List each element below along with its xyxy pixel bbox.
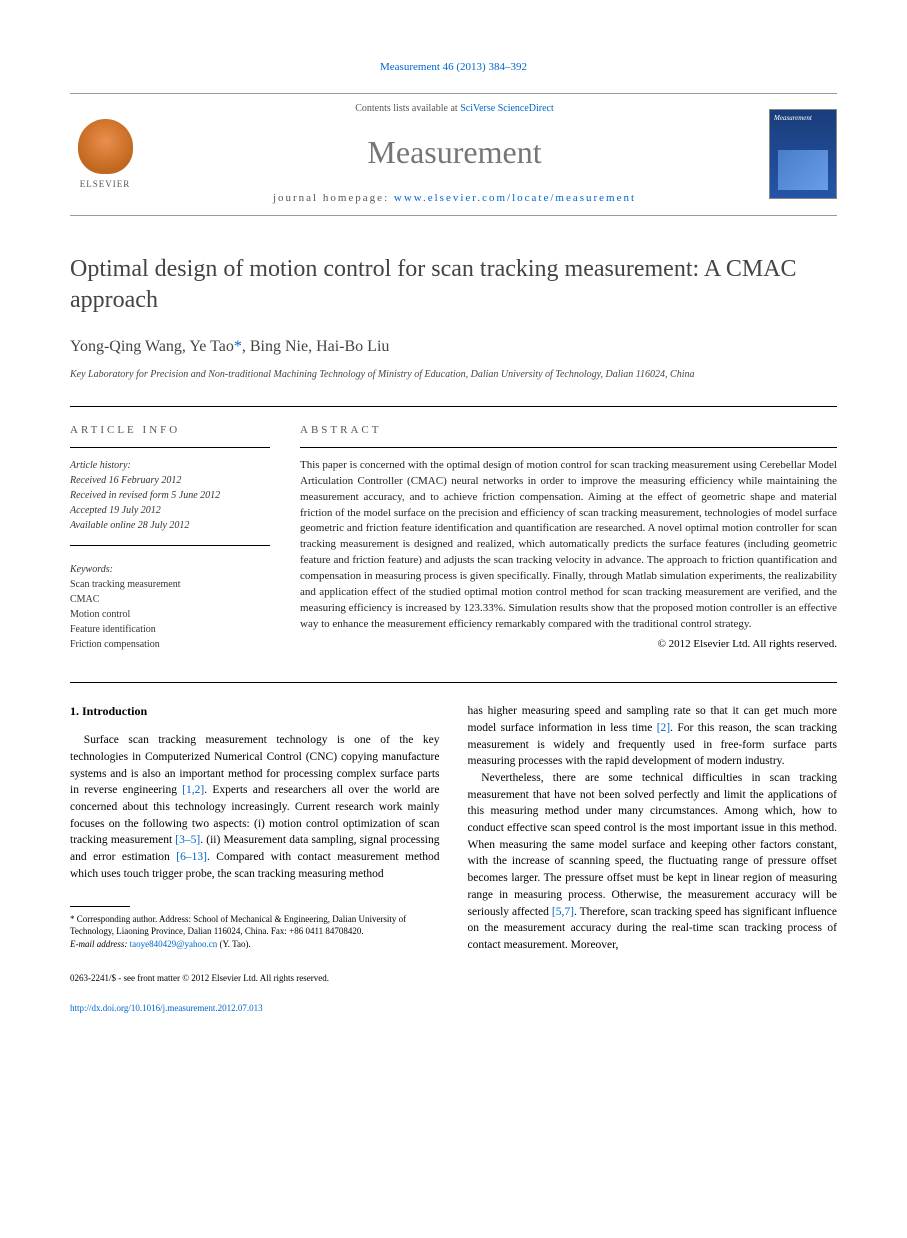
ref-link-3-5[interactable]: [3–5] <box>175 834 200 846</box>
keyword-5: Friction compensation <box>70 639 160 650</box>
body-col-right: has higher measuring speed and sampling … <box>468 703 838 953</box>
masthead: ELSEVIER Contents lists available at Sci… <box>70 93 837 215</box>
masthead-center: Contents lists available at SciVerse Sci… <box>152 102 757 206</box>
keyword-1: Scan tracking measurement <box>70 579 181 590</box>
keywords-label: Keywords: <box>70 562 270 577</box>
ref-link-1-2[interactable]: [1,2] <box>182 784 204 796</box>
keyword-2: CMAC <box>70 594 99 605</box>
keyword-3: Motion control <box>70 609 130 620</box>
elsevier-logo: ELSEVIER <box>70 114 140 194</box>
article-history: Article history: Received 16 February 20… <box>70 458 270 546</box>
author-3: Bing Nie <box>250 338 308 355</box>
cover-thumb-title: Measurement <box>774 114 832 124</box>
info-abstract-row: article info Article history: Received 1… <box>70 406 837 652</box>
article-title: Optimal design of motion control for sca… <box>70 254 837 316</box>
history-received: Received 16 February 2012 <box>70 475 181 486</box>
author-2: Ye Tao <box>189 338 234 355</box>
journal-name: Measurement <box>152 130 757 175</box>
history-accepted: Accepted 19 July 2012 <box>70 505 161 516</box>
header-citation: Measurement 46 (2013) 384–392 <box>70 60 837 75</box>
page-root: Measurement 46 (2013) 384–392 ELSEVIER C… <box>0 0 907 1055</box>
history-revised: Received in revised form 5 June 2012 <box>70 490 220 501</box>
contents-prefix: Contents lists available at <box>355 103 460 114</box>
body-col-left: 1. Introduction Surface scan tracking me… <box>70 703 440 953</box>
journal-cover-thumb: Measurement <box>769 109 837 199</box>
contents-line: Contents lists available at SciVerse Sci… <box>152 102 757 116</box>
abstract-heading: abstract <box>300 423 837 447</box>
article-info-col: article info Article history: Received 1… <box>70 423 270 652</box>
abstract-text: This paper is concerned with the optimal… <box>300 458 837 633</box>
email-link[interactable]: taoye840429@yahoo.cn <box>130 939 218 949</box>
history-online: Available online 28 July 2012 <box>70 520 189 531</box>
abstract-col: abstract This paper is concerned with th… <box>300 423 837 652</box>
footer-issn: 0263-2241/$ - see front matter © 2012 El… <box>70 972 837 985</box>
email-label: E-mail address: <box>70 939 130 949</box>
intro-paragraph-1-cont: has higher measuring speed and sampling … <box>468 703 838 770</box>
ref-link-6-13[interactable]: [6–13] <box>176 851 207 863</box>
corresponding-footnote: * Corresponding author. Address: School … <box>70 913 440 937</box>
homepage-prefix: journal homepage: <box>273 192 394 204</box>
corresponding-marker[interactable]: * <box>234 338 242 355</box>
email-footnote: E-mail address: taoye840429@yahoo.cn (Y.… <box>70 938 440 950</box>
keyword-4: Feature identification <box>70 624 156 635</box>
cover-thumb-image <box>778 150 828 190</box>
intro-paragraph-1: Surface scan tracking measurement techno… <box>70 732 440 882</box>
ref-link-2[interactable]: [2] <box>657 722 670 734</box>
author-4: Hai-Bo Liu <box>316 338 389 355</box>
col2-text-2a: Nevertheless, there are some technical d… <box>468 772 838 917</box>
elsevier-tree-icon <box>78 119 133 174</box>
abstract-copyright: © 2012 Elsevier Ltd. All rights reserved… <box>300 637 837 652</box>
doi-link[interactable]: http://dx.doi.org/10.1016/j.measurement.… <box>70 1003 263 1013</box>
article-info-heading: article info <box>70 423 270 447</box>
intro-paragraph-2: Nevertheless, there are some technical d… <box>468 770 838 953</box>
author-1: Yong-Qing Wang <box>70 338 182 355</box>
homepage-line: journal homepage: www.elsevier.com/locat… <box>152 191 757 206</box>
affiliation: Key Laboratory for Precision and Non-tra… <box>70 368 837 382</box>
homepage-link[interactable]: www.elsevier.com/locate/measurement <box>394 192 636 204</box>
history-label: Article history: <box>70 458 270 473</box>
sciencedirect-link[interactable]: SciVerse ScienceDirect <box>460 103 554 114</box>
ref-link-5-7[interactable]: [5,7] <box>552 906 574 918</box>
author-list: Yong-Qing Wang, Ye Tao*, Bing Nie, Hai-B… <box>70 336 837 358</box>
citation-link[interactable]: Measurement 46 (2013) 384–392 <box>380 61 527 73</box>
body-columns: 1. Introduction Surface scan tracking me… <box>70 703 837 953</box>
keywords-block: Keywords: Scan tracking measurement CMAC… <box>70 562 270 652</box>
footer-doi: http://dx.doi.org/10.1016/j.measurement.… <box>70 1002 837 1015</box>
body-rule <box>70 682 837 683</box>
elsevier-label: ELSEVIER <box>80 178 131 191</box>
footnote-separator <box>70 906 130 907</box>
email-suffix: (Y. Tao). <box>217 939 251 949</box>
intro-heading: 1. Introduction <box>70 703 440 720</box>
